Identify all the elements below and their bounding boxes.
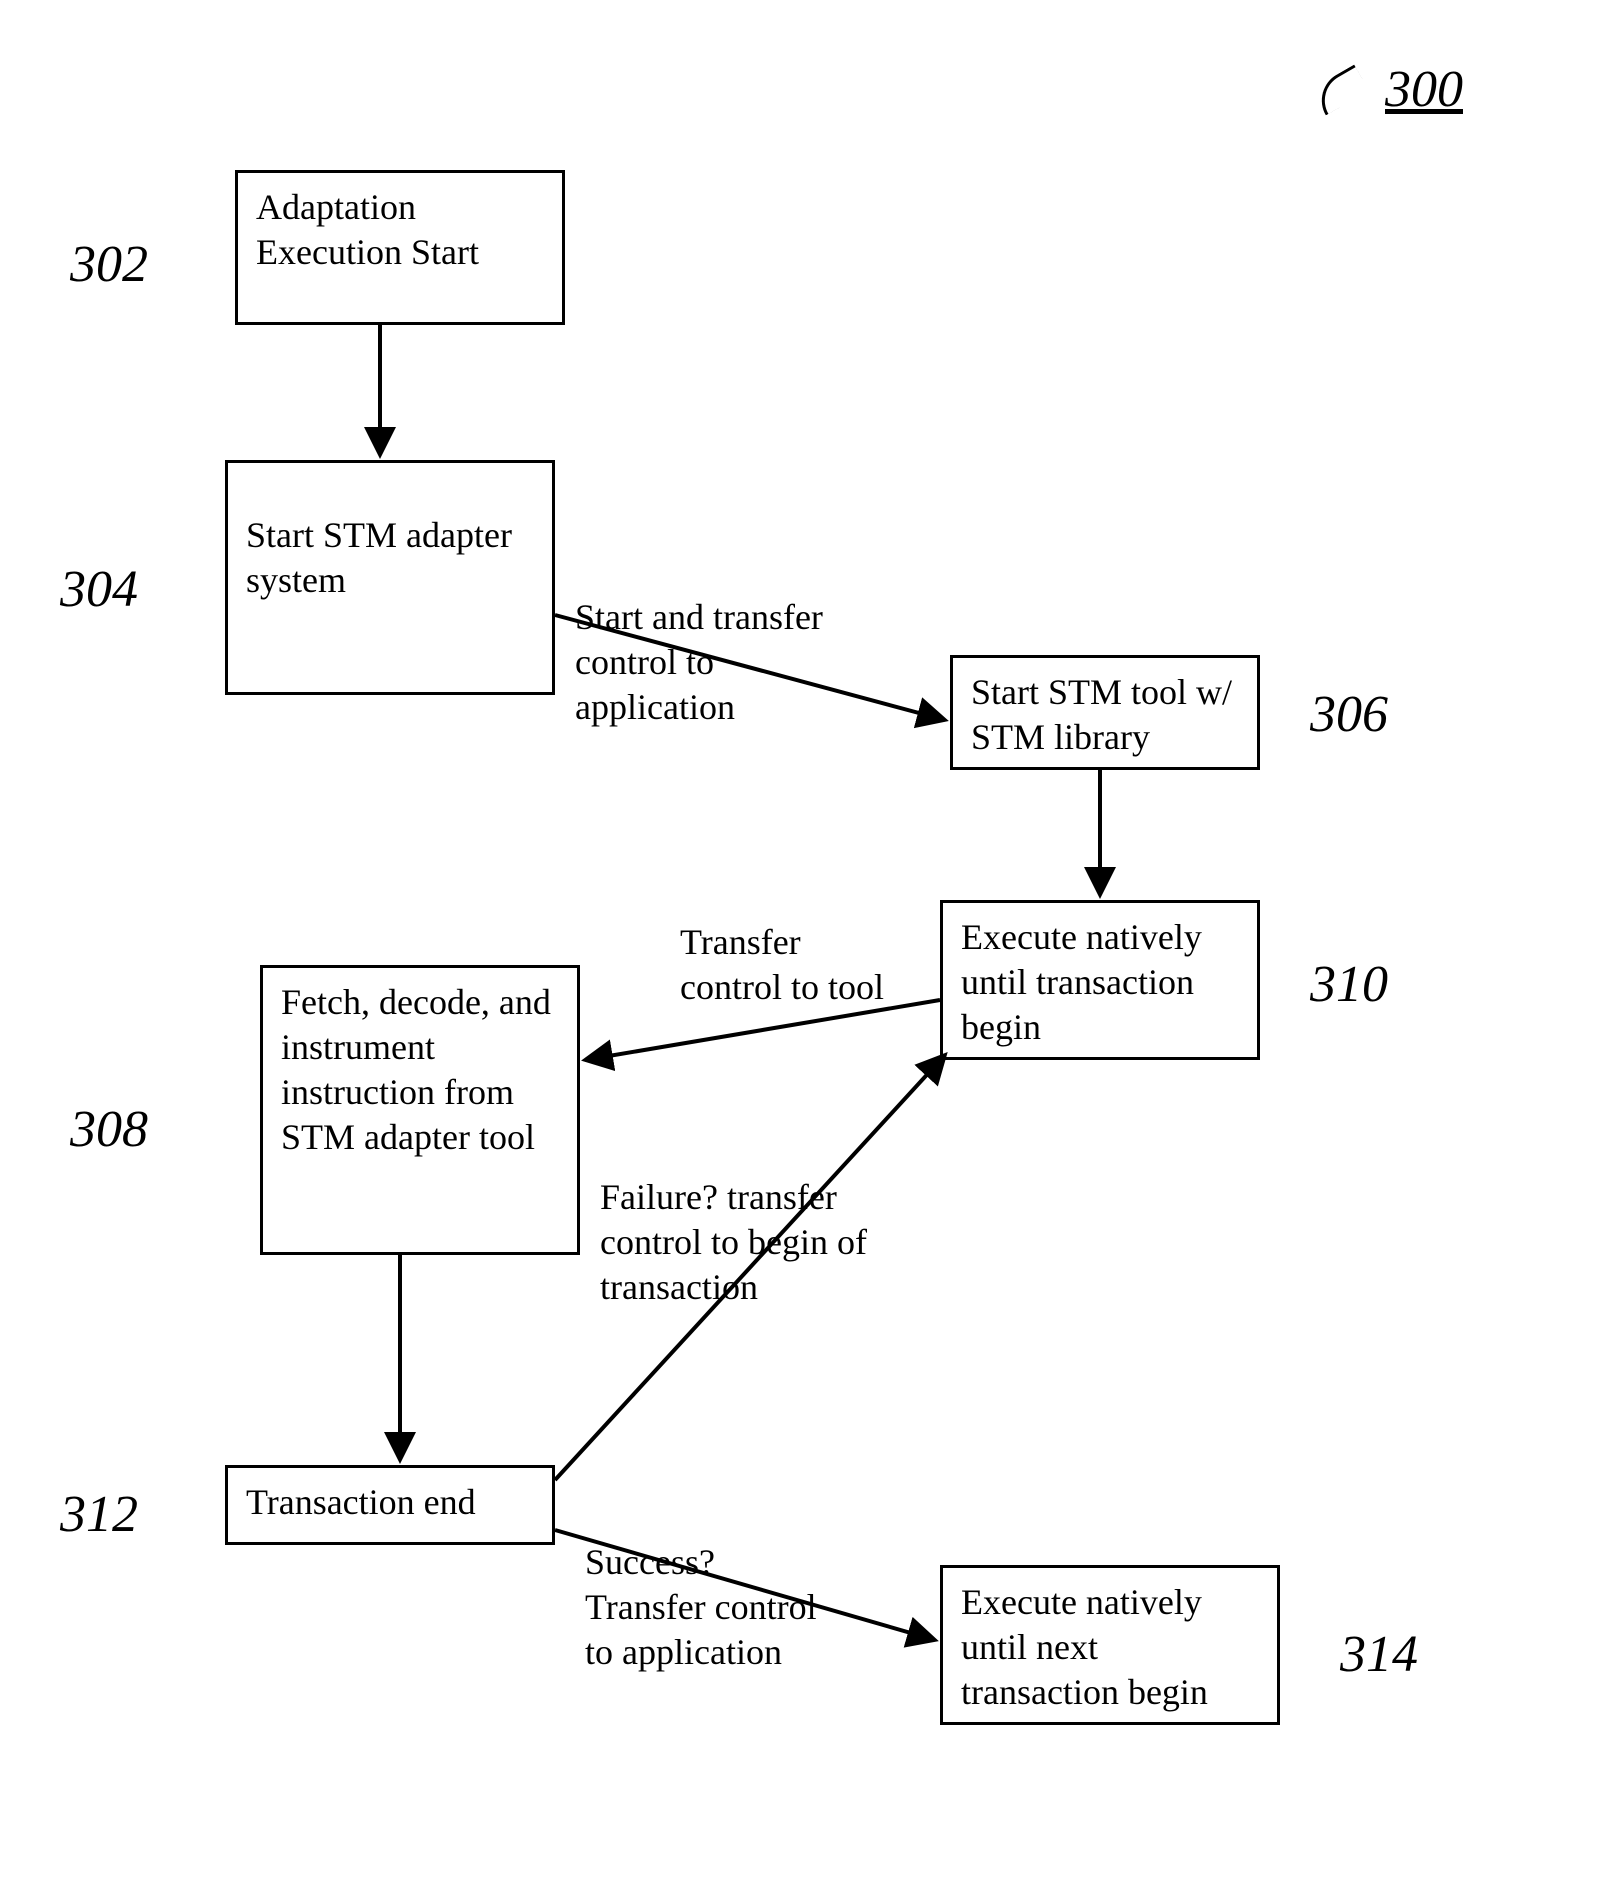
node-transaction-end: Transaction end — [225, 1465, 555, 1545]
node-start-stm-adapter: Start STM adapter system — [225, 460, 555, 695]
figure-hook — [1311, 65, 1369, 116]
node-label: Execute natively until next transaction … — [961, 1582, 1208, 1712]
edge-label-failure: Failure? transfer control to begin of tr… — [600, 1175, 910, 1310]
node-adaptation-start: Adaptation Execution Start — [235, 170, 565, 325]
figure-reference: 300 — [1385, 60, 1463, 119]
node-execute-natively-next: Execute natively until next transaction … — [940, 1565, 1280, 1725]
edge-label-transfer-tool: Transfer control to tool — [680, 920, 910, 1010]
ref-302: 302 — [70, 235, 148, 294]
node-label: Start STM tool w/ STM library — [971, 672, 1232, 757]
ref-304: 304 — [60, 560, 138, 619]
node-start-stm-tool: Start STM tool w/ STM library — [950, 655, 1260, 770]
node-label: Start STM adapter system — [246, 515, 512, 600]
ref-308: 308 — [70, 1100, 148, 1159]
ref-312: 312 — [60, 1485, 138, 1544]
ref-314: 314 — [1340, 1625, 1418, 1684]
node-label: Fetch, decode, and instrument instructio… — [281, 982, 551, 1157]
edge-text: Failure? transfer control to begin of tr… — [600, 1177, 867, 1307]
node-execute-natively-begin: Execute natively until transaction begin — [940, 900, 1260, 1060]
ref-310: 310 — [1310, 955, 1388, 1014]
edge-text: Success? Transfer control to application — [585, 1542, 817, 1672]
edge-text: Transfer control to tool — [680, 922, 884, 1007]
node-label: Adaptation Execution Start — [256, 187, 479, 272]
ref-306: 306 — [1310, 685, 1388, 744]
node-fetch-decode: Fetch, decode, and instrument instructio… — [260, 965, 580, 1255]
edge-text: Start and transfer control to applicatio… — [575, 597, 823, 727]
edge-label-success: Success? Transfer control to application — [585, 1540, 835, 1675]
node-label: Execute natively until transaction begin — [961, 917, 1202, 1047]
edge-label-start-transfer: Start and transfer control to applicatio… — [575, 595, 825, 730]
node-label: Transaction end — [246, 1482, 476, 1522]
